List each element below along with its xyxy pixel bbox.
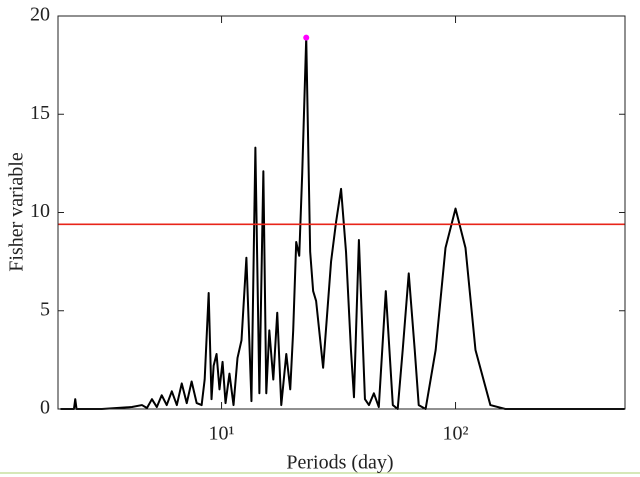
y-tick-label: 10 <box>30 200 50 222</box>
x-axis-label: Periods (day) <box>286 452 393 474</box>
peak-marker <box>303 34 310 41</box>
y-tick-label: 5 <box>40 298 50 320</box>
y-tick-label: 20 <box>30 4 50 26</box>
y-tick-label: 15 <box>30 102 50 124</box>
x-tick-label: 10¹ <box>209 423 235 445</box>
x-tick-label: 10² <box>443 423 469 445</box>
y-axis-label: Fisher variable <box>6 152 28 272</box>
plot-frame <box>57 15 626 410</box>
y-tick-label: 0 <box>40 397 50 419</box>
